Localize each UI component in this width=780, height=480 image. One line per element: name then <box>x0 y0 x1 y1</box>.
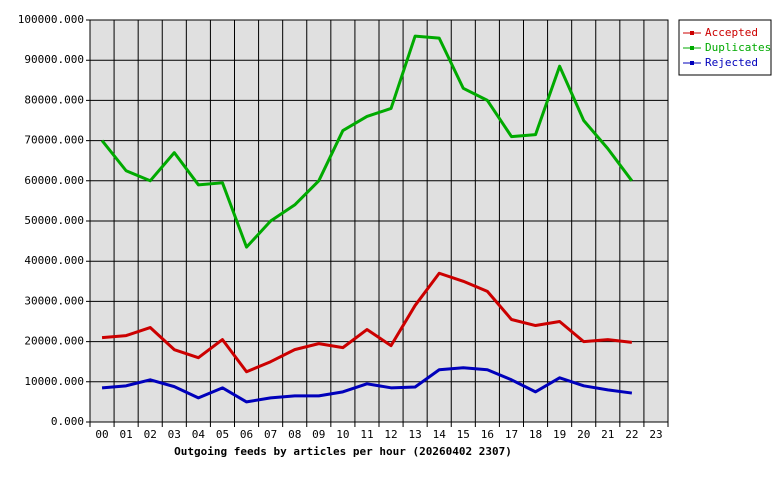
x-tick-label: 21 <box>601 428 614 441</box>
y-tick-label: 40000.000 <box>24 254 84 267</box>
series-line <box>101 366 633 404</box>
series-line <box>101 271 633 374</box>
y-tick-label: 10000.000 <box>24 375 84 388</box>
series-line <box>100 34 634 249</box>
x-tick-label: 14 <box>433 428 447 441</box>
x-tick-label: 12 <box>384 428 397 441</box>
x-tick-label: 09 <box>312 428 325 441</box>
y-tick-label: 100000.000 <box>18 13 84 26</box>
x-tick-label: 13 <box>409 428 422 441</box>
x-tick-label: 08 <box>288 428 301 441</box>
legend-marker <box>690 61 694 65</box>
x-tick-label: 11 <box>360 428 373 441</box>
x-tick-label: 19 <box>553 428 566 441</box>
x-tick-label: 17 <box>505 428 518 441</box>
x-tick-label: 05 <box>216 428 229 441</box>
y-tick-label: 20000.000 <box>24 335 84 348</box>
x-tick-label: 07 <box>264 428 277 441</box>
legend-label: Accepted <box>705 26 758 39</box>
y-tick-label: 80000.000 <box>24 93 84 106</box>
x-tick-label: 22 <box>625 428 638 441</box>
y-tick-label: 30000.000 <box>24 294 84 307</box>
y-tick-label: 70000.000 <box>24 134 84 147</box>
legend-marker <box>690 46 694 50</box>
y-tick-label: 50000.000 <box>24 214 84 227</box>
x-tick-label: 15 <box>457 428 470 441</box>
x-tick-label: 06 <box>240 428 253 441</box>
x-tick-label: 18 <box>529 428 542 441</box>
x-tick-label: 01 <box>120 428 133 441</box>
x-axis-label: Outgoing feeds by articles per hour (202… <box>174 445 512 458</box>
y-tick-label: 0.000 <box>51 415 84 428</box>
x-tick-label: 10 <box>336 428 349 441</box>
y-tick-label: 90000.000 <box>24 53 84 66</box>
x-tick-label: 03 <box>168 428 181 441</box>
x-tick-label: 23 <box>649 428 662 441</box>
y-tick-label: 60000.000 <box>24 174 84 187</box>
legend-label: Rejected <box>705 56 758 69</box>
x-tick-label: 04 <box>192 428 206 441</box>
x-tick-label: 02 <box>144 428 157 441</box>
legend-marker <box>690 31 694 35</box>
x-tick-label: 20 <box>577 428 590 441</box>
x-tick-label: 00 <box>95 428 108 441</box>
legend-label: Duplicates <box>705 41 771 54</box>
x-tick-label: 16 <box>481 428 494 441</box>
